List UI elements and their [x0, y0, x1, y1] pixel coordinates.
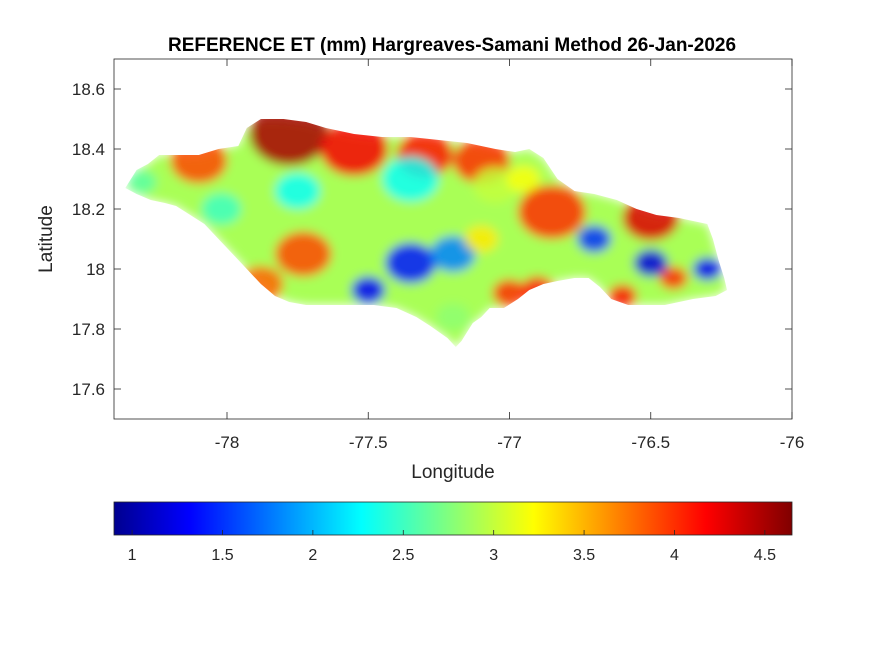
colorbar-tick-label: 1: [128, 547, 137, 564]
et-feature-13: [385, 242, 436, 284]
y-axis-label: Latitude: [36, 205, 57, 273]
et-feature-6: [518, 185, 586, 239]
et-feature-17: [693, 257, 722, 281]
et-feature-22: [128, 170, 157, 194]
et-feature-12: [659, 266, 688, 290]
et-feature-21: [201, 193, 242, 225]
et-feature-16: [633, 249, 668, 277]
x-tick-label: -78: [215, 433, 240, 452]
colorbar-tick-label: 1.5: [211, 547, 233, 564]
plot-frame: [113, 58, 793, 420]
colorbar-tick-label: 4.5: [754, 547, 776, 564]
y-tick-label: 18.6: [72, 80, 105, 99]
y-tick-label: 17.8: [72, 320, 105, 339]
et-feature-18: [577, 225, 612, 253]
et-feature-25: [436, 303, 470, 331]
et-feature-0: [249, 119, 329, 166]
et-feature-26: [464, 225, 499, 253]
x-tick-label: -77: [497, 433, 522, 452]
y-tick-label: 18.2: [72, 200, 105, 219]
colorbar-tick-label: 3.5: [573, 547, 595, 564]
y-tick-label: 18: [86, 260, 105, 279]
colorbar-tick-label: 2.5: [392, 547, 414, 564]
et-feature-24: [506, 165, 541, 193]
y-tick-label: 17.6: [72, 380, 105, 399]
et-feature-7: [275, 231, 332, 277]
colorbar-tick-label: 4: [670, 547, 679, 564]
y-tick-label: 18.4: [72, 140, 105, 159]
y-axis-ticks: 17.6 17.8 18 18.2 18.4 18.6: [72, 80, 792, 399]
x-axis-label: Longitude: [411, 462, 494, 483]
et-feature-23: [472, 167, 518, 203]
chart-title: REFERENCE ET (mm) Hargreaves-Samani Meth…: [168, 35, 736, 56]
et-feature-15: [430, 236, 476, 272]
et-feature-14: [351, 276, 386, 304]
x-tick-label: -77.5: [349, 433, 388, 452]
x-tick-label: -76: [780, 433, 805, 452]
colorbar: [113, 501, 793, 536]
colorbar-tick-label: 3: [489, 547, 498, 564]
colorbar-ticks: 1 1.5 2 2.5 3 3.5 4 4.5: [128, 530, 776, 564]
x-tick-label: -76.5: [631, 433, 670, 452]
x-axis-ticks: -78 -77.5 -77 -76.5 -76: [215, 59, 805, 452]
et-feature-19: [382, 156, 439, 202]
colorbar-tick-label: 2: [308, 547, 317, 564]
et-feature-20: [275, 173, 321, 209]
